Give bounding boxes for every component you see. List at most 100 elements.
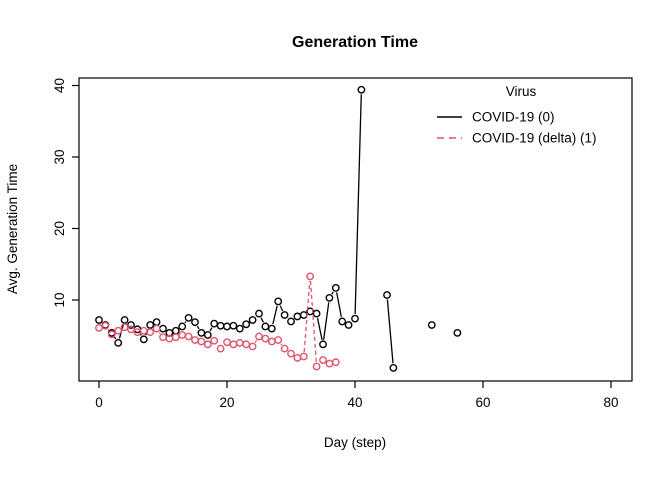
- data-point: [242, 340, 251, 349]
- data-point: [184, 313, 193, 322]
- data-point: [242, 320, 251, 329]
- x-tick-label: 20: [219, 395, 234, 410]
- data-point: [287, 349, 295, 358]
- data-point: [357, 85, 366, 94]
- data-point: [127, 325, 135, 334]
- data-point: [171, 333, 180, 342]
- data-point: [120, 316, 129, 324]
- x-tick-label: 40: [347, 395, 362, 410]
- data-point: [248, 342, 257, 351]
- y-tick-label: 10: [52, 292, 67, 307]
- y-axis-ticks: 10 20 30 40: [52, 78, 79, 308]
- data-point: [274, 297, 283, 306]
- data-point: [267, 324, 276, 333]
- data-point: [223, 338, 231, 347]
- legend: Virus COVID-19 (0) COVID-19 (delta) (1): [437, 84, 597, 146]
- data-point: [255, 309, 263, 318]
- series-segment: [280, 343, 283, 346]
- series-segment: [309, 280, 317, 362]
- data-point: [261, 322, 270, 331]
- series-segment: [184, 321, 187, 324]
- data-point: [280, 311, 289, 319]
- x-axis-label: Day (step): [324, 435, 386, 450]
- series-segment: [386, 299, 394, 364]
- series-segment: [107, 329, 110, 332]
- series-segment: [322, 302, 330, 340]
- data-point: [248, 316, 257, 324]
- data-point: [223, 322, 231, 331]
- series-segment: [336, 292, 342, 318]
- data-point: [338, 317, 347, 326]
- data-series-group: [95, 85, 462, 372]
- data-point: [331, 283, 340, 292]
- data-point: [306, 272, 315, 281]
- chart-title: Generation Time: [292, 34, 418, 51]
- data-point: [389, 364, 398, 372]
- data-point: [293, 354, 302, 362]
- data-point: [210, 336, 219, 345]
- data-point: [159, 333, 167, 342]
- data-point: [191, 318, 199, 327]
- y-tick-label: 20: [52, 221, 67, 236]
- data-point: [101, 321, 110, 330]
- data-point: [114, 326, 123, 335]
- data-point: [203, 340, 212, 349]
- data-point: [184, 332, 193, 341]
- data-point: [203, 331, 212, 339]
- data-point: [267, 337, 276, 346]
- series-segment: [303, 280, 311, 352]
- x-tick-label: 0: [95, 395, 103, 410]
- data-point: [216, 344, 225, 353]
- data-point: [235, 324, 244, 333]
- series-segment: [158, 331, 161, 334]
- data-point: [261, 334, 270, 343]
- data-point: [197, 337, 206, 346]
- y-tick-label: 30: [52, 149, 67, 164]
- data-point: [319, 340, 327, 349]
- y-tick-label: 40: [52, 78, 67, 93]
- data-point: [235, 338, 244, 347]
- data-point: [331, 358, 340, 367]
- data-point: [299, 311, 308, 319]
- data-point: [152, 324, 161, 333]
- x-tick-label: 80: [603, 395, 618, 410]
- data-point: [146, 321, 155, 329]
- data-point: [255, 332, 263, 341]
- data-point: [216, 321, 225, 330]
- series-segment: [209, 327, 213, 332]
- legend-title: Virus: [506, 84, 537, 99]
- data-point: [95, 316, 103, 324]
- data-point: [427, 321, 436, 329]
- x-tick-label: 60: [475, 395, 490, 410]
- data-point: [351, 314, 359, 323]
- data-point: [344, 321, 353, 329]
- data-point: [171, 326, 180, 335]
- data-point: [229, 340, 238, 349]
- data-point: [383, 291, 391, 299]
- x-axis-ticks: 0 20 40 60 80: [95, 381, 619, 410]
- data-point: [299, 352, 308, 361]
- series-segment: [113, 336, 117, 340]
- data-point: [178, 331, 187, 339]
- data-point: [139, 335, 148, 344]
- data-point: [191, 336, 199, 344]
- series-segment: [279, 305, 284, 312]
- data-point: [229, 321, 238, 330]
- y-axis-label: Avg. Generation Time: [5, 164, 20, 294]
- data-point: [312, 309, 321, 318]
- data-point: [274, 336, 283, 344]
- legend-entry-label: COVID-19 (0): [472, 110, 555, 125]
- data-point: [107, 330, 116, 339]
- data-point: [146, 328, 155, 337]
- series-segment: [331, 291, 334, 295]
- series-segment: [316, 317, 323, 340]
- data-point: [139, 326, 148, 335]
- data-point: [197, 328, 206, 337]
- series-segment: [254, 339, 258, 343]
- data-point: [114, 338, 123, 347]
- series-segment: [354, 94, 362, 315]
- data-point: [293, 312, 302, 321]
- data-point: [325, 293, 334, 302]
